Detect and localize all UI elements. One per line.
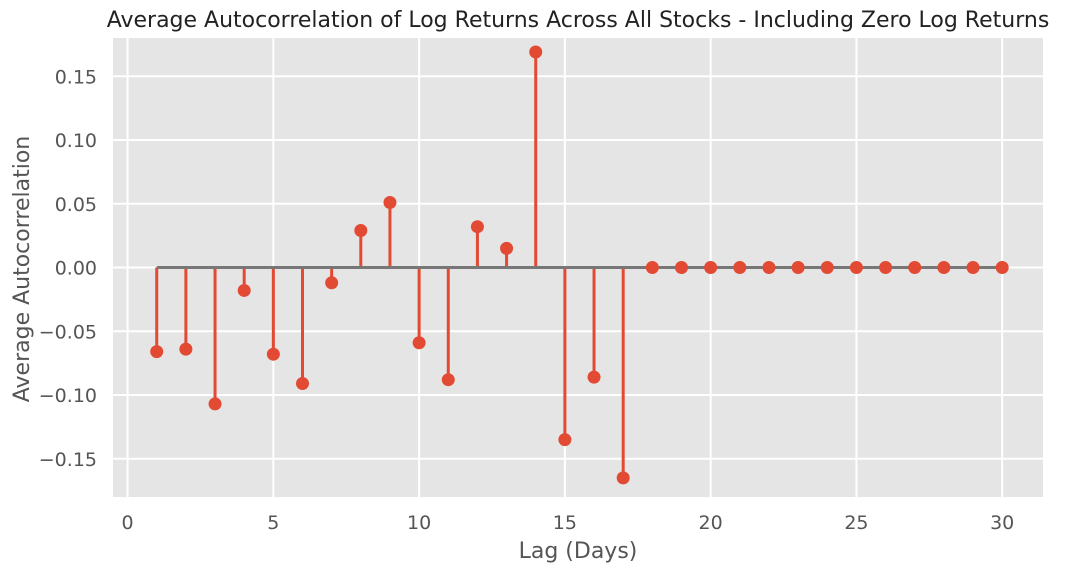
data-point-marker (441, 373, 455, 387)
x-tick-label: 0 (122, 512, 134, 534)
data-point-marker (325, 276, 339, 290)
y-tick-label: −0.15 (39, 449, 97, 471)
data-point-marker (966, 261, 980, 274)
data-point-marker (879, 261, 893, 274)
y-tick-label: 0.15 (55, 66, 97, 88)
data-point-marker (295, 377, 309, 391)
data-point-marker (704, 261, 718, 274)
x-tick-label: 10 (407, 512, 431, 534)
data-point-marker (820, 261, 834, 274)
x-tick-label: 25 (844, 512, 868, 534)
y-tick-label: 0.00 (55, 258, 97, 280)
x-tick-label: 30 (990, 512, 1014, 534)
data-point-marker (470, 220, 484, 234)
data-point-marker (558, 433, 572, 447)
data-point-marker (208, 397, 222, 411)
markers (150, 45, 1009, 485)
y-tick-labels: −0.15 −0.10 −0.05 0.00 0.05 0.10 0.15 (39, 66, 97, 471)
data-point-marker (587, 370, 601, 384)
data-point-marker (762, 261, 776, 274)
data-point-marker (529, 45, 543, 59)
data-point-marker (733, 261, 747, 274)
data-point-marker (908, 261, 922, 274)
y-tick-label: 0.10 (55, 130, 97, 152)
x-tick-label: 15 (553, 512, 577, 534)
data-point-marker (237, 283, 251, 297)
data-point-marker (995, 261, 1009, 274)
x-tick-labels: 0 5 10 15 20 25 30 (122, 512, 1015, 534)
data-point-marker (937, 261, 951, 274)
data-point-marker (412, 336, 426, 350)
y-tick-label: −0.05 (39, 321, 97, 343)
data-point-marker (383, 195, 397, 209)
data-point-marker (616, 471, 630, 485)
data-point-marker (674, 261, 688, 274)
data-point-marker (849, 261, 863, 274)
data-point-marker (791, 261, 805, 274)
data-point-marker (266, 347, 280, 361)
chart-title: Average Autocorrelation of Log Returns A… (107, 8, 1050, 33)
y-tick-label: 0.05 (55, 194, 97, 216)
data-point-marker (179, 342, 193, 356)
data-point-marker (500, 241, 514, 255)
stems (155, 52, 625, 478)
data-point-marker (354, 224, 368, 238)
x-axis-label: Lag (Days) (519, 539, 638, 564)
x-tick-label: 20 (699, 512, 723, 534)
data-point-marker (150, 345, 164, 359)
data-point-marker (645, 261, 659, 274)
y-axis-label: Average Autocorrelation (10, 136, 35, 402)
x-tick-label: 5 (267, 512, 279, 534)
y-tick-label: −0.10 (39, 385, 97, 407)
